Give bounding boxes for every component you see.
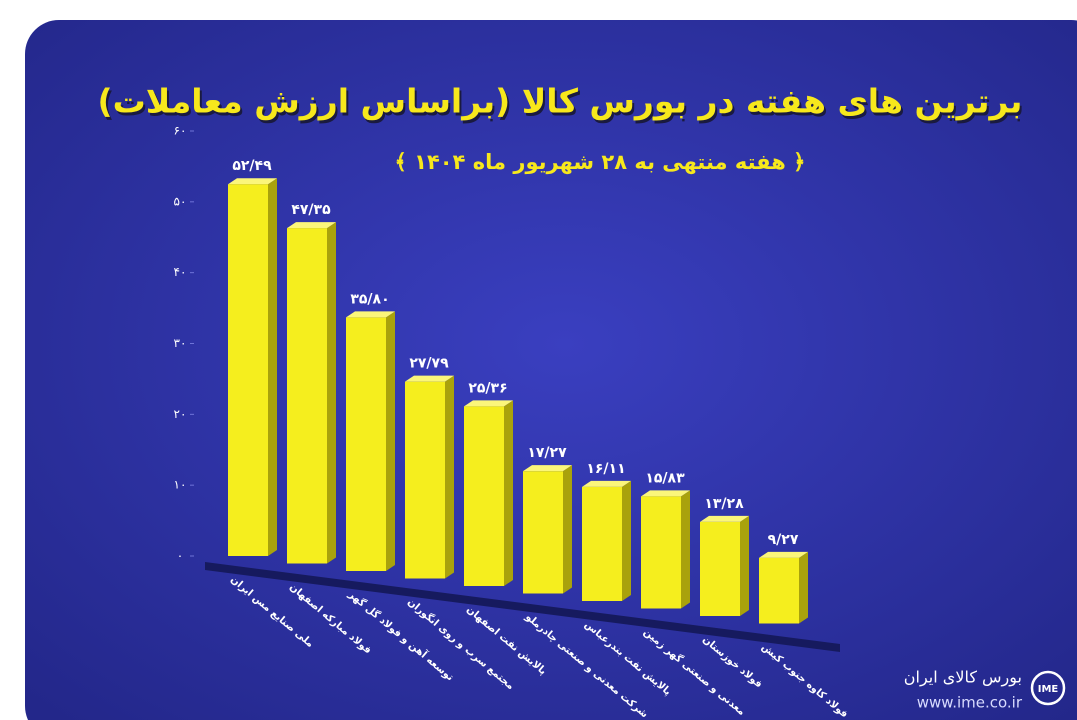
bar-top xyxy=(582,480,631,487)
bar xyxy=(641,490,690,609)
value-label: ۲۵/۳۶ xyxy=(468,380,507,396)
chart-subtitle: ﴾ هفته منتهی به ۲۸ شهریور ماه ۱۴۰۴ ﴿ xyxy=(395,150,806,174)
y-tick-label: ۶۰ xyxy=(174,124,187,138)
value-label: ۳۵/۸۰ xyxy=(350,291,389,307)
bar xyxy=(523,465,572,594)
value-label: ۱۶/۱۱ xyxy=(586,461,625,477)
chart-title: برترین های هفته در بورس کالا (براساس ارز… xyxy=(98,82,1023,122)
y-tick-label: ۵۰ xyxy=(174,194,187,208)
bar-front xyxy=(582,486,622,601)
bar-side xyxy=(740,515,749,616)
value-label: ۴۷/۳۵ xyxy=(291,202,331,218)
bar-top xyxy=(405,375,454,382)
bar-side xyxy=(563,465,572,594)
bar xyxy=(582,480,631,601)
bar-top xyxy=(641,490,690,497)
logo-ring xyxy=(1030,670,1066,706)
bar-top xyxy=(700,515,749,522)
bar-top xyxy=(287,222,336,229)
bar xyxy=(405,375,454,579)
bar-top xyxy=(228,178,277,185)
bar-side xyxy=(622,480,631,601)
y-tick-label: ۰ xyxy=(177,549,183,563)
value-label: ۵۲/۴۹ xyxy=(232,158,272,174)
bar-front xyxy=(759,557,799,624)
floor xyxy=(205,562,840,652)
value-label: ۱۳/۲۸ xyxy=(704,496,744,512)
bar-side xyxy=(445,375,454,579)
bar-top xyxy=(346,311,395,318)
bar-top xyxy=(759,551,808,558)
bar-side xyxy=(386,311,395,571)
bar-top xyxy=(464,400,513,407)
bar-front xyxy=(405,381,445,579)
value-label: ۲۷/۷۹ xyxy=(409,356,449,372)
bar-front xyxy=(641,496,681,609)
value-label: ۱۵/۸۳ xyxy=(645,470,685,486)
y-tick-label: ۲۰ xyxy=(174,407,187,421)
value-label: ۱۷/۲۷ xyxy=(527,445,567,461)
logo: IME بورس کالای ایران www.ime.co.ir xyxy=(904,668,1066,712)
bar-front xyxy=(346,317,386,571)
y-tick-label: ۱۰ xyxy=(174,478,187,492)
bar xyxy=(700,515,749,616)
brand-name: بورس کالای ایران xyxy=(904,668,1022,688)
bar-side xyxy=(327,222,336,564)
logo-text: IME xyxy=(1038,684,1059,695)
bar-front xyxy=(287,228,327,564)
bar-side xyxy=(799,551,808,624)
value-label: ۹/۲۷ xyxy=(768,532,799,548)
y-tick-label: ۳۰ xyxy=(174,336,187,350)
bar-side xyxy=(504,400,513,586)
bar-side xyxy=(268,178,277,556)
bar-front xyxy=(464,406,504,586)
bar-top xyxy=(523,465,572,472)
y-tick-label: ۴۰ xyxy=(174,265,187,279)
bar xyxy=(287,222,336,564)
bar xyxy=(228,178,277,556)
bar xyxy=(346,311,395,571)
bar-side xyxy=(681,490,690,609)
title-shadow: برترین های هفته در بورس کالا (براساس ارز… xyxy=(100,85,1025,125)
bar-front xyxy=(228,184,268,556)
bar-front xyxy=(523,471,563,594)
brand-url: www.ime.co.ir xyxy=(917,694,1023,712)
bar xyxy=(759,551,808,624)
bar xyxy=(464,400,513,586)
bar-front xyxy=(700,521,740,616)
